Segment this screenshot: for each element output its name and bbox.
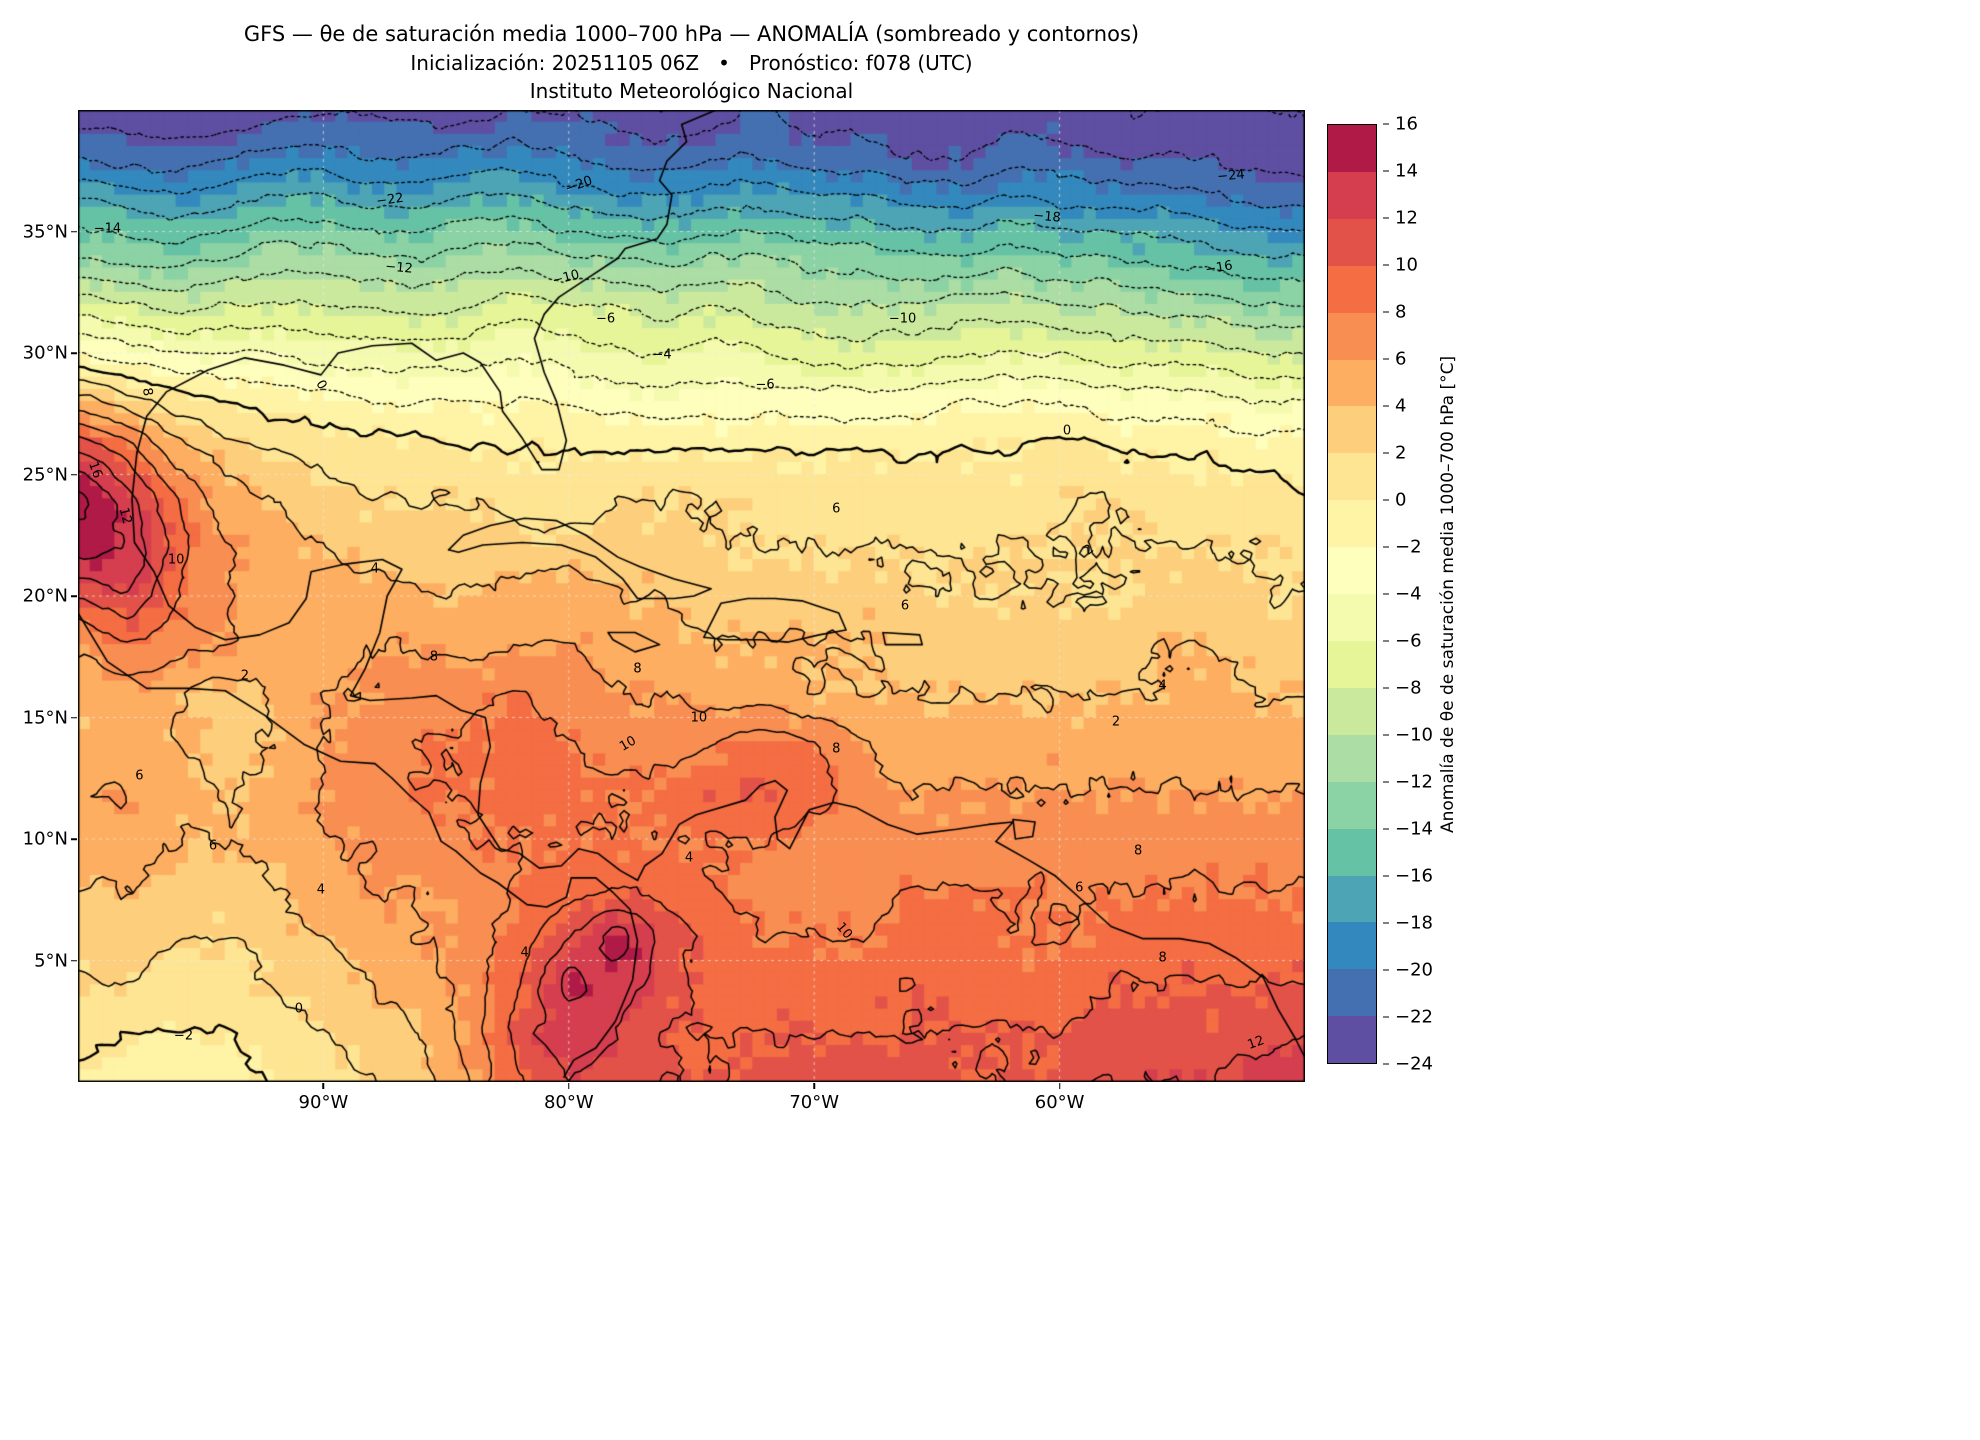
colorbar-segment — [1328, 1016, 1376, 1064]
colorbar-segment — [1328, 640, 1376, 688]
y-tick-mark — [71, 473, 77, 476]
colorbar-segment — [1328, 500, 1376, 548]
colorbar-tick-label: 12 — [1383, 208, 1418, 229]
x-tick-label: 60°W — [1034, 1092, 1085, 1113]
colorbar-tick-labels: 16 14 12 10 8 6 4 2 0 −2 −4 −6 −8 −10 −12 −14 −16 −18 −20 −… — [1383, 114, 1453, 1075]
colorbar-tick-label: 14 — [1383, 161, 1418, 182]
x-tick-mark — [1058, 1083, 1061, 1089]
y-tick-mark — [71, 230, 77, 233]
colorbar-segment — [1328, 125, 1376, 172]
x-tick-label: 70°W — [789, 1092, 840, 1113]
colorbar-segment — [1328, 171, 1376, 219]
chart-subtitle: Inicialización: 20251105 06Z • Pronóstic… — [410, 51, 973, 75]
colorbar-tick-label: 10 — [1383, 255, 1418, 276]
colorbar-tick-label: −24 — [1383, 1054, 1433, 1075]
colorbar-tick-label: −12 — [1383, 772, 1433, 793]
map-plot: −24 −22 −20 −18 −14 −16 −12 −10 −10 −6 −6 −4 −2 0 0 0 2 2… — [78, 110, 1305, 1082]
colorbar-tick-label: 6 — [1383, 349, 1406, 370]
colorbar-segment — [1328, 875, 1376, 923]
colorbar-tick-label: −14 — [1383, 819, 1433, 840]
colorbar — [1327, 124, 1377, 1064]
x-tick-mark — [322, 1083, 325, 1089]
x-tick-label: 80°W — [543, 1092, 594, 1113]
y-tick-label: 35°N — [22, 221, 68, 242]
y-tick-label: 30°N — [22, 342, 68, 364]
y-tick-mark — [71, 716, 77, 719]
x-tick-mark — [813, 1083, 815, 1089]
colorbar-segment — [1328, 922, 1376, 970]
colorbar-segment — [1328, 781, 1376, 829]
colorbar-segment — [1328, 687, 1376, 735]
chart-title: GFS — θe de saturación media 1000–700 hP… — [243, 22, 1140, 46]
y-tick-mark — [71, 959, 77, 962]
colorbar-tick-label: 8 — [1383, 302, 1406, 323]
colorbar-label: Anomalía de θe de saturación media 1000–… — [1438, 355, 1458, 833]
colorbar-tick-label: −6 — [1383, 631, 1422, 652]
y-tick-label: 10°N — [22, 828, 68, 850]
colorbar-tick-label: −18 — [1383, 913, 1433, 934]
colorbar-tick-label: −2 — [1383, 537, 1422, 558]
colorbar-segment — [1328, 312, 1376, 360]
y-tick-mark — [71, 595, 77, 597]
colorbar-segment — [1328, 218, 1376, 266]
x-tick-label: 90°W — [298, 1092, 349, 1113]
y-tick-label: 15°N — [22, 707, 68, 728]
colorbar-segment — [1328, 406, 1376, 454]
colorbar-segments — [1328, 125, 1376, 1064]
colorbar-tick-label: 16 — [1383, 114, 1418, 135]
x-tick-mark — [568, 1083, 570, 1089]
colorbar-segment — [1328, 969, 1376, 1017]
y-tick-mark — [71, 838, 77, 840]
colorbar-tick-label: 2 — [1383, 443, 1406, 464]
colorbar-tick-label: −4 — [1383, 584, 1422, 605]
colorbar-tick-label: −8 — [1383, 678, 1422, 699]
colorbar-segment — [1328, 453, 1376, 501]
colorbar-segment — [1328, 734, 1376, 782]
colorbar-tick-label: −20 — [1383, 960, 1433, 981]
colorbar-segment — [1328, 265, 1376, 313]
y-tick-label: 5°N — [34, 950, 68, 971]
y-tick-mark — [71, 352, 77, 354]
colorbar-segment — [1328, 547, 1376, 595]
chart-institution: Instituto Meteorológico Nacional — [529, 79, 854, 103]
colorbar-segment — [1328, 594, 1376, 641]
colorbar-tick-label: −22 — [1383, 1007, 1433, 1028]
colorbar-segment — [1328, 359, 1376, 407]
colorbar-tick-label: −10 — [1383, 725, 1433, 746]
y-tick-label: 20°N — [22, 585, 68, 607]
colorbar-tick-label: 4 — [1383, 396, 1406, 417]
colorbar-segment — [1328, 828, 1376, 876]
anomaly-map-canvas — [78, 110, 1305, 1082]
colorbar-tick-label: −16 — [1383, 866, 1433, 887]
colorbar-tick-label: 0 — [1383, 490, 1406, 511]
y-tick-label: 25°N — [22, 464, 68, 485]
